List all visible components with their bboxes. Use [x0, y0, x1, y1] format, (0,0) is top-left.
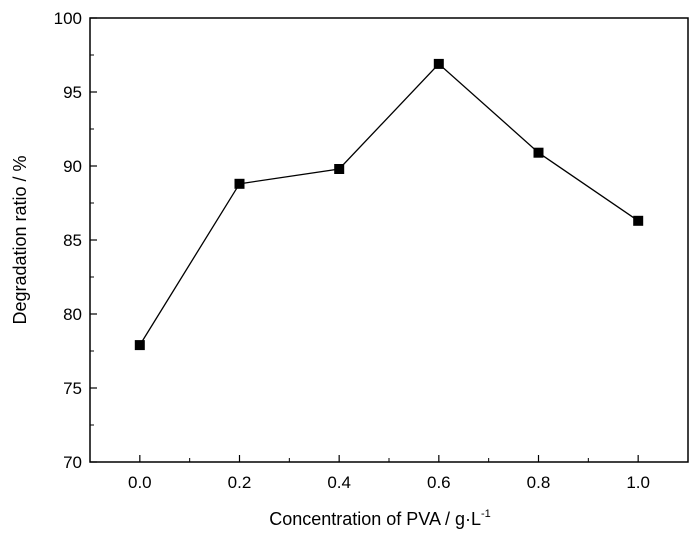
x-tick-label: 0.8 — [527, 473, 551, 492]
y-tick-label: 90 — [63, 157, 82, 176]
data-point-marker — [533, 147, 544, 158]
y-tick-label: 75 — [63, 379, 82, 398]
x-axis-title: Concentration of PVA / g·L-1 — [269, 508, 491, 529]
plot-frame — [89, 17, 689, 463]
y-tick-label: 100 — [54, 9, 82, 28]
y-tick-label: 85 — [63, 231, 82, 250]
x-axis-ticks: 0.0 0.2 0.4 0.6 0.8 1.0 — [128, 455, 650, 492]
y-axis-title: Degradation ratio / % — [10, 155, 30, 324]
data-point-marker — [234, 178, 245, 189]
data-point-marker — [334, 164, 345, 174]
y-tick-label: 95 — [63, 83, 82, 102]
data-point-marker — [633, 215, 644, 226]
x-tick-label: 0.4 — [327, 473, 351, 492]
plot-border — [89, 17, 689, 463]
series-line — [139, 62, 639, 346]
data-point-marker — [134, 340, 145, 351]
y-tick-label: 80 — [63, 305, 82, 324]
x-axis-title-superscript: -1 — [481, 508, 491, 520]
series-layer — [134, 58, 644, 351]
y-axis-ticks: 70 75 80 85 90 95 100 — [54, 9, 97, 472]
x-tick-label: 0.6 — [427, 473, 451, 492]
x-tick-label: 0.2 — [228, 473, 252, 492]
x-tick-label: 1.0 — [626, 473, 650, 492]
x-tick-label: 0.0 — [128, 473, 152, 492]
x-axis-title-text: Concentration of PVA / g·L — [269, 509, 481, 529]
data-point-marker — [433, 58, 444, 69]
y-tick-label: 70 — [63, 453, 82, 472]
